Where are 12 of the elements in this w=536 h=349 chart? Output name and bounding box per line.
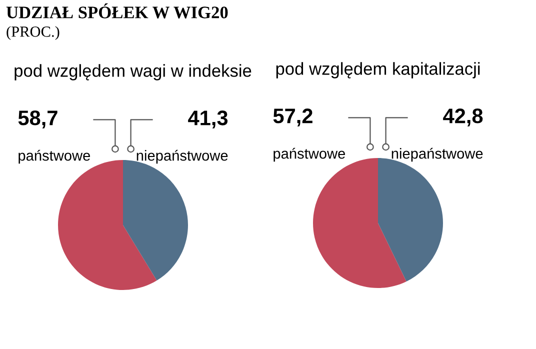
- data-label: 58,7: [18, 110, 58, 128]
- slice-label: niepaństwowe: [136, 150, 228, 164]
- chart-title: pod względem wagi w indeksie: [14, 64, 252, 80]
- text: UDZIAŁ SPÓŁEK W WIG20: [6, 3, 228, 18]
- chart-title: pod względem kapitalizacji: [276, 62, 480, 78]
- slice-label: państwowe: [18, 150, 90, 164]
- data-label: 41,3: [188, 110, 228, 128]
- data-label: 57,2: [273, 108, 312, 126]
- slice-label: państwowe: [274, 148, 346, 162]
- text: (PROC.): [6, 26, 60, 40]
- data-label: 42,8: [443, 108, 483, 126]
- slice-label: niepaństwowe: [392, 148, 483, 162]
